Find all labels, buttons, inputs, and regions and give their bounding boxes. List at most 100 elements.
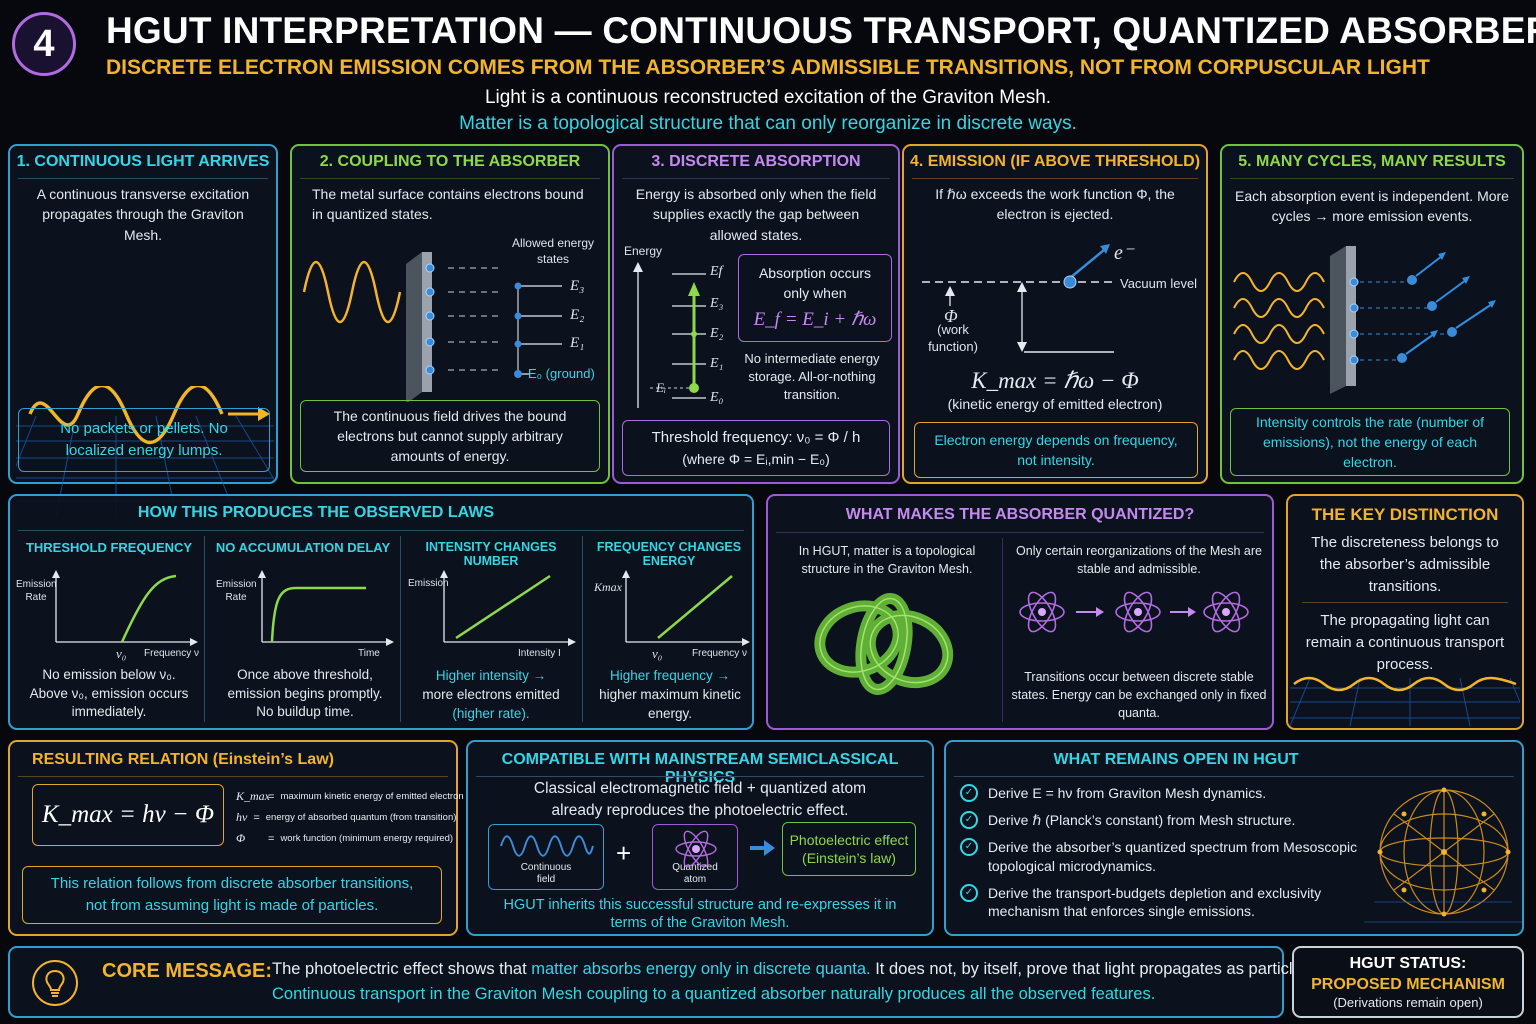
- law-2-xlabel: Time: [358, 648, 380, 659]
- topological-knot-illustration: [814, 593, 954, 695]
- law-4-text-a: Higher frequency →: [609, 668, 731, 683]
- quantized-panel: WHAT MAKES THE ABSORBER QUANTIZED? In HG…: [766, 494, 1274, 730]
- check-circle-icon: ✓: [960, 837, 978, 856]
- level-ef: Ef: [710, 264, 723, 279]
- threshold-frequency-text: Threshold frequency: ν₀ = Φ / h: [651, 428, 861, 446]
- open-questions-panel: WHAT REMAINS OPEN IN HGUT ✓ Derive E = h…: [944, 740, 1524, 936]
- step-5-text: Each absorption event is independent. Mo…: [1235, 188, 1509, 225]
- compatible-arrow: [748, 838, 776, 856]
- compatible-panel: COMPATIBLE WITH MAINSTREAM SEMICLASSICAL…: [466, 740, 934, 936]
- mesh-sphere-illustration: [1364, 787, 1522, 923]
- level-3-e2: E₂: [710, 326, 724, 341]
- electron-label: e⁻: [1114, 242, 1134, 264]
- law-3-xlabel: Intensity I: [518, 648, 561, 659]
- status-value: PROPOSED MECHANISM: [1311, 976, 1505, 993]
- step-1-note-box: No packets or pellets. No localized ener…: [18, 408, 270, 472]
- law-1-xlabel: Frequency ν: [144, 648, 200, 659]
- level-3-e0: E₀: [710, 390, 724, 405]
- step-1-panel: 1. CONTINUOUS LIGHT ARRIVES A continuous…: [8, 144, 278, 517]
- open-item: ✓ Derive the transport-budgets depletion…: [960, 883, 1360, 922]
- absorption-equation: E_f = E_i + ℏω: [753, 308, 877, 330]
- law-4-title: FREQUENCY CHANGES ENERGY: [596, 540, 742, 568]
- compatible-bottom-text: HGUT inherits this successful structure …: [503, 897, 897, 932]
- core-t2: matter absorbs energy only in discrete q…: [531, 960, 871, 978]
- quantized-bottom-text: Transitions occur between discrete stabl…: [1011, 670, 1267, 721]
- law-3-title: INTENSITY CHANGES NUMBER: [425, 540, 557, 568]
- step-4-title: 4. EMISSION (IF ABOVE THRESHOLD): [909, 153, 1201, 170]
- continuous-field-label: Continuous field: [520, 862, 572, 885]
- open-item: ✓ Derive ℏ (Planck’s constant) from Mesh…: [960, 810, 1360, 830]
- energy-axis-label: Energy: [624, 244, 663, 258]
- law-3-chart: [440, 570, 576, 646]
- open-questions-title: WHAT REMAINS OPEN IN HGUT: [1053, 751, 1299, 768]
- observed-laws-panel: HOW THIS PRODUCES THE OBSERVED LAWS THRE…: [8, 494, 754, 730]
- law-4-text-b: higher maximum kinetic: [599, 687, 741, 702]
- step-3-panel: 3. DISCRETE ABSORPTION Energy is absorbe…: [612, 144, 900, 484]
- law-4-xlabel: Frequency ν: [692, 648, 748, 659]
- open-item: ✓ Derive E = hν from Graviton Mesh dynam…: [960, 784, 1360, 803]
- step-3-text: Energy is absorbed only when the field s…: [635, 186, 877, 243]
- law-3-text-a: Higher intensity →: [435, 668, 547, 683]
- key-distinction-title: THE KEY DISTINCTION: [1311, 505, 1499, 524]
- quantized-right-text: Only certain reorganizations of the Mesh…: [1016, 544, 1262, 577]
- level-ei: Eᵢ: [656, 380, 666, 395]
- open-list: ✓ Derive E = hν from Graviton Mesh dynam…: [960, 784, 1360, 921]
- page-subtitle: DISCRETE ELECTRON EMISSION COMES FROM TH…: [106, 56, 1430, 79]
- check-circle-icon: ✓: [960, 810, 978, 829]
- header-line-2: Matter is a topological structure that c…: [459, 113, 1077, 134]
- law-2-chart: [258, 570, 394, 646]
- step-3-title: 3. DISCRETE ABSORPTION: [651, 153, 861, 170]
- lightbulb-icon: [32, 960, 78, 1006]
- threshold-frequency-box: Threshold frequency: ν₀ = Φ / h (where Φ…: [622, 420, 890, 476]
- continuous-field-box: Continuous field: [488, 824, 604, 890]
- law-1-mark: ν₀: [116, 646, 127, 661]
- legend-desc-kmax: maximum kinetic energy of emitted electr…: [280, 791, 464, 802]
- relation-legend: K_max = maximum kinetic energy of emitted …: [236, 789, 464, 845]
- key-distinction-wave: [1290, 676, 1520, 726]
- core-message-panel: CORE MESSAGE: The photoelectric effect s…: [8, 946, 1315, 1018]
- step-5-title: 5. MANY CYCLES, MANY RESULTS: [1238, 153, 1506, 170]
- status-label: HGUT STATUS:: [1349, 955, 1467, 972]
- vacuum-level-label: Vacuum level: [1120, 276, 1198, 291]
- resulting-relation-title: RESULTING RELATION (Einstein’s Law): [32, 751, 334, 768]
- step-1-text: A continuous transverse excitation propa…: [36, 186, 250, 243]
- step-5-note-box: Intensity controls the rate (number of e…: [1230, 408, 1510, 476]
- open-item: ✓ Derive the absorber’s quantized spectr…: [960, 837, 1360, 876]
- law-1-ylabel: Emission Rate: [16, 579, 57, 603]
- kmax-note: (kinetic energy of emitted electron): [947, 396, 1163, 412]
- step-2-panel: 2. COUPLING TO THE ABSORBER The metal su…: [290, 144, 610, 484]
- step-4-note-box: Electron energy depends on frequency, no…: [914, 422, 1198, 478]
- legend-sym-hv: hν: [236, 810, 248, 824]
- compatible-title: COMPATIBLE WITH MAINSTREAM SEMICLASSICAL…: [501, 751, 899, 786]
- einstein-equation: K_max = hν − Φ: [41, 800, 215, 828]
- law-3-text-c: (higher rate).: [452, 706, 530, 721]
- discrete-absorption-diagram: [633, 262, 706, 408]
- emission-diagram: [922, 244, 1114, 353]
- step-1-title: 1. CONTINUOUS LIGHT ARRIVES: [16, 153, 270, 170]
- law-4-mark: ν₀: [652, 646, 663, 661]
- step-2-note-box: The continuous field drives the bound el…: [300, 400, 600, 472]
- law-2-title: NO ACCUMULATION DELAY: [215, 540, 391, 555]
- level-e1: E₁: [570, 335, 585, 351]
- compatible-text: Classical electromagnetic field + quanti…: [533, 780, 867, 820]
- phi-label: Φ: [944, 306, 958, 326]
- quantized-atom-icon: [675, 830, 717, 868]
- absorber-coupling-illustration: [302, 252, 562, 402]
- law-1-text: No emission below ν₀. Above ν₀, emission…: [29, 667, 189, 720]
- open-item-text: Derive E = hν from Graviton Mesh dynamic…: [988, 785, 1267, 801]
- law-4-text-c: energy.: [647, 706, 693, 721]
- step-2-text: The metal surface contains electrons bou…: [312, 186, 584, 223]
- threshold-where-text: (where Φ = Eᵢ,min − E₀): [682, 450, 830, 467]
- level-e3: E₃: [570, 278, 585, 294]
- quantized-title: WHAT MAKES THE ABSORBER QUANTIZED?: [845, 506, 1195, 523]
- step-number-badge: 4: [12, 12, 76, 76]
- check-circle-icon: ✓: [960, 883, 978, 902]
- law-4-ylabel: Kmax: [594, 580, 622, 594]
- legend-desc-phi: work function (minimum energy required): [280, 833, 454, 844]
- no-storage-note: No intermediate energy storage. All-or-n…: [744, 351, 880, 403]
- legend-desc-hv: energy of absorbed quantum (from transit…: [265, 812, 457, 823]
- legend-sym-phi: Φ: [236, 831, 246, 845]
- plus-sign: +: [616, 838, 632, 868]
- level-3-e3: E₃: [710, 296, 724, 311]
- law-2-text: Once above threshold, emission begins pr…: [227, 667, 383, 720]
